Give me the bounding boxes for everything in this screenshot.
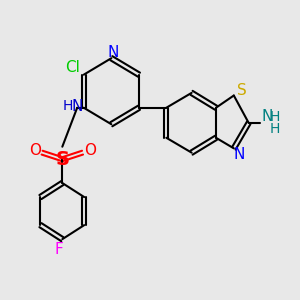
Text: H: H (270, 110, 280, 124)
Text: N: N (107, 45, 118, 60)
Text: H: H (63, 99, 74, 113)
Text: N: N (261, 110, 273, 124)
Text: O: O (84, 143, 96, 158)
Text: F: F (54, 242, 63, 257)
Text: S: S (55, 150, 69, 169)
Text: S: S (237, 83, 247, 98)
Text: Cl: Cl (65, 60, 80, 75)
Text: O: O (29, 143, 41, 158)
Text: N: N (71, 99, 83, 114)
Text: H: H (270, 122, 280, 136)
Text: N: N (233, 147, 245, 162)
